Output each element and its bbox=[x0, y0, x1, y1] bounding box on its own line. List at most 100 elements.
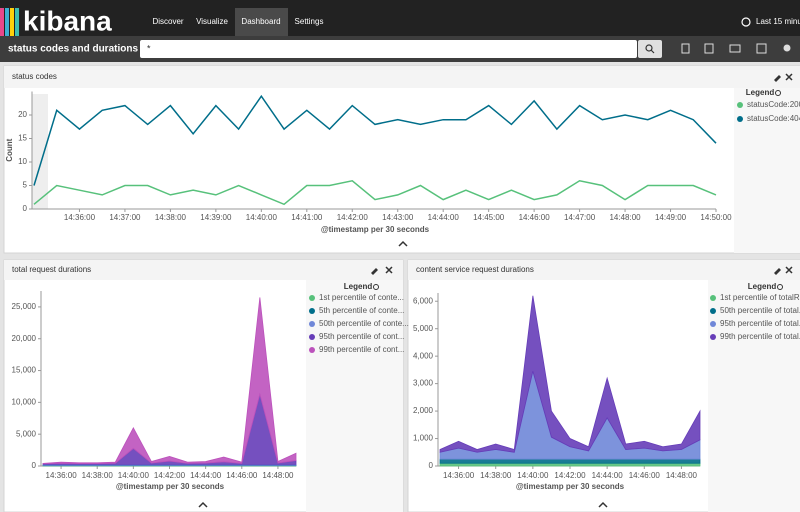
legend-swatch bbox=[737, 116, 743, 122]
x-tick-label: 14:38:00 bbox=[480, 471, 512, 480]
y-tick-label: 0 bbox=[429, 461, 434, 470]
x-tick-label: 14:42:00 bbox=[554, 471, 586, 480]
x-axis-label: @timestamp per 30 seconds bbox=[116, 482, 225, 491]
legend-title: Legend bbox=[746, 88, 775, 97]
x-tick-label: 14:40:00 bbox=[517, 471, 549, 480]
legend-label: 50th percentile of conte... bbox=[319, 319, 409, 328]
panel-title: total request durations bbox=[12, 265, 91, 274]
legend-label: 99th percentile of total... bbox=[720, 332, 800, 341]
x-tick-label: 14:40:00 bbox=[118, 471, 150, 480]
legend-label: 1st percentile of conte... bbox=[319, 293, 404, 302]
close-icon[interactable] bbox=[385, 266, 393, 274]
collapse-toggle[interactable] bbox=[398, 240, 408, 247]
legend-swatch bbox=[309, 334, 315, 340]
close-icon[interactable] bbox=[785, 266, 793, 274]
search-query[interactable]: * bbox=[147, 43, 151, 53]
legend-refresh-icon bbox=[373, 284, 379, 290]
logo-stripe bbox=[0, 8, 4, 36]
y-tick-label: 15,000 bbox=[12, 366, 37, 375]
save-button[interactable] bbox=[704, 43, 714, 54]
legend-bg bbox=[734, 88, 800, 253]
edit-icon[interactable] bbox=[774, 75, 781, 82]
x-tick-label: 14:44:00 bbox=[428, 213, 460, 222]
y-tick-label: 0 bbox=[23, 204, 28, 213]
share-button[interactable] bbox=[756, 43, 767, 54]
x-tick-label: 14:46:00 bbox=[226, 471, 258, 480]
nav-tab[interactable]: Dashboard bbox=[241, 17, 280, 26]
panel-header bbox=[4, 66, 800, 88]
nav-tab[interactable]: Settings bbox=[295, 17, 324, 26]
legend-swatch bbox=[710, 321, 716, 327]
active-tab-bg bbox=[235, 8, 288, 36]
y-tick-label: 20,000 bbox=[12, 334, 37, 343]
area-series bbox=[439, 458, 701, 464]
legend-title: Legend bbox=[748, 282, 777, 291]
x-axis-label: @timestamp per 30 seconds bbox=[321, 225, 430, 234]
x-tick-label: 14:37:00 bbox=[109, 213, 141, 222]
x-tick-label: 14:50:00 bbox=[700, 213, 732, 222]
legend-title: Legend bbox=[344, 282, 373, 291]
y-tick-label: 25,000 bbox=[12, 302, 37, 311]
x-tick-label: 14:45:00 bbox=[473, 213, 505, 222]
legend-label: 50th percentile of total... bbox=[720, 306, 800, 315]
close-icon[interactable] bbox=[785, 73, 793, 81]
dashboard-title: status codes and durations bbox=[8, 44, 138, 55]
y-tick-label: 6,000 bbox=[413, 296, 434, 305]
x-tick-label: 14:40:00 bbox=[246, 213, 278, 222]
nav-tab[interactable]: Visualize bbox=[196, 17, 228, 26]
y-tick-label: 1,000 bbox=[413, 434, 434, 443]
brush-band bbox=[32, 94, 48, 209]
line-series bbox=[33, 94, 717, 186]
legend-swatch bbox=[710, 295, 716, 301]
search-button[interactable] bbox=[638, 40, 662, 58]
new-dashboard-button[interactable] bbox=[681, 43, 690, 54]
y-tick-label: 10,000 bbox=[12, 397, 37, 406]
legend-swatch bbox=[309, 308, 315, 314]
x-tick-label: 14:42:00 bbox=[337, 213, 369, 222]
settings-button[interactable] bbox=[783, 44, 791, 52]
time-picker[interactable]: Last 15 minutes bbox=[756, 17, 800, 26]
edit-icon[interactable] bbox=[371, 268, 378, 275]
x-tick-label: 14:48:00 bbox=[609, 213, 641, 222]
edit-icon[interactable] bbox=[774, 268, 781, 275]
legend-swatch bbox=[309, 295, 315, 301]
legend-label: 95th percentile of total... bbox=[720, 319, 800, 328]
legend-swatch bbox=[710, 308, 716, 314]
logo-stripe bbox=[15, 8, 19, 36]
legend-swatch bbox=[309, 321, 315, 327]
legend-label: statusCode:404 bbox=[747, 114, 800, 123]
x-tick-label: 14:38:00 bbox=[155, 213, 187, 222]
collapse-toggle[interactable] bbox=[598, 501, 608, 508]
x-tick-label: 14:48:00 bbox=[262, 471, 294, 480]
search-icon bbox=[645, 44, 653, 52]
legend-swatch bbox=[737, 102, 743, 108]
legend-swatch bbox=[309, 347, 315, 353]
x-tick-label: 14:43:00 bbox=[382, 213, 414, 222]
logo: kibana bbox=[23, 5, 112, 36]
area-series bbox=[439, 462, 701, 467]
y-tick-label: 5,000 bbox=[413, 324, 434, 333]
search-icon bbox=[650, 49, 655, 54]
x-tick-label: 14:36:00 bbox=[443, 471, 475, 480]
y-tick-label: 5,000 bbox=[16, 429, 37, 438]
search-input[interactable] bbox=[140, 40, 637, 58]
x-tick-label: 14:44:00 bbox=[592, 471, 624, 480]
nav-tab[interactable]: Discover bbox=[152, 17, 183, 26]
legend-label: statusCode:200 bbox=[747, 100, 800, 109]
y-tick-label: 2,000 bbox=[413, 406, 434, 415]
open-button[interactable] bbox=[729, 44, 741, 53]
collapse-toggle[interactable] bbox=[198, 501, 208, 508]
legend-refresh-icon bbox=[775, 90, 781, 96]
legend-label: 1st percentile of totalR... bbox=[720, 293, 800, 302]
legend-label: 95th percentile of cont... bbox=[319, 332, 404, 341]
x-tick-label: 14:42:00 bbox=[154, 471, 186, 480]
legend-refresh-icon bbox=[777, 284, 783, 290]
x-tick-label: 14:38:00 bbox=[82, 471, 114, 480]
x-tick-label: 14:36:00 bbox=[64, 213, 96, 222]
panel-header bbox=[4, 260, 403, 280]
x-tick-label: 14:41:00 bbox=[291, 213, 323, 222]
nav-bar bbox=[0, 0, 800, 36]
x-tick-label: 14:48:00 bbox=[666, 471, 698, 480]
